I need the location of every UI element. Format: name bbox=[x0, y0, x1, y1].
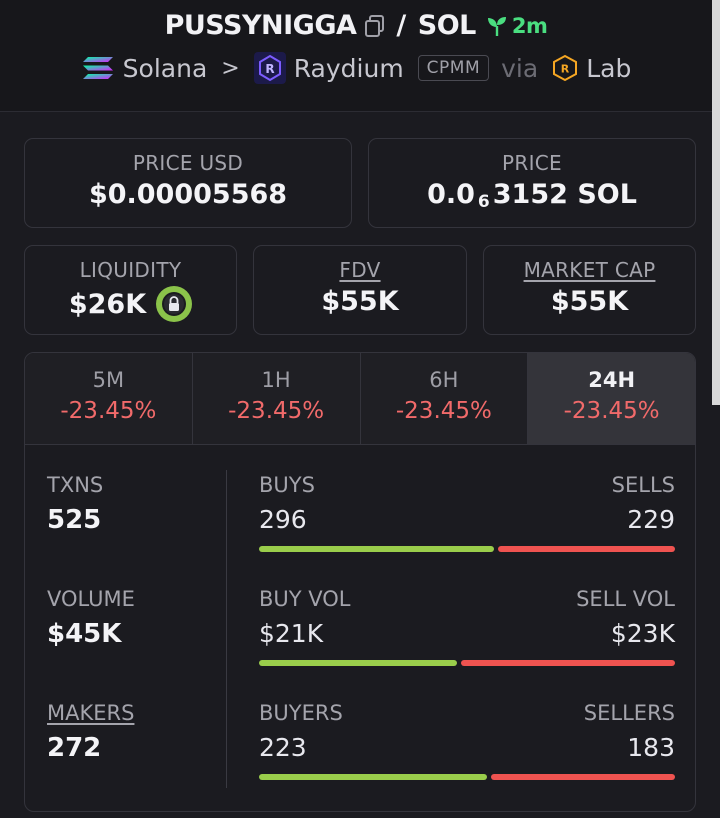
sell-vol-value: $23K bbox=[610, 619, 675, 648]
sell-bar bbox=[497, 546, 675, 552]
buys-sells-ratio-bar bbox=[259, 546, 675, 552]
pair-header: PUSSYNIGGA / SOL 2m Solana > R Raydium C… bbox=[0, 0, 712, 112]
liquidity-value: $26K bbox=[68, 288, 147, 320]
volume-ratio-bar bbox=[259, 660, 675, 666]
stats-panel: 5M -23.45% 1H -23.45% 6H -23.45% 24H -23… bbox=[24, 352, 696, 812]
summary-column: TXNS 525 VOLUME $45K MAKERS 272 bbox=[47, 473, 227, 811]
sell-bar bbox=[491, 774, 675, 780]
buys-label: BUYS bbox=[259, 473, 315, 497]
sellers-label: SELLERS bbox=[583, 701, 675, 725]
fdv-card: FDV $55K bbox=[253, 245, 467, 335]
tab-label: 5M bbox=[92, 368, 125, 392]
svg-text:R: R bbox=[561, 63, 570, 76]
pair-age: 2m bbox=[486, 14, 548, 38]
pair-route: Solana > R Raydium CPMM via R Lab bbox=[0, 52, 712, 84]
tab-change: -23.45% bbox=[228, 398, 325, 424]
pool-type-badge: CPMM bbox=[417, 55, 490, 81]
fdv-label[interactable]: FDV bbox=[339, 258, 381, 282]
price-zero-count: 6 bbox=[477, 191, 490, 212]
buy-bar bbox=[259, 546, 494, 552]
volume-label: VOLUME bbox=[47, 587, 135, 611]
sprout-icon bbox=[487, 16, 506, 36]
tab-change: -23.45% bbox=[60, 398, 157, 424]
buyers-value: 223 bbox=[259, 733, 307, 762]
raydium-logo-icon: R bbox=[253, 52, 286, 84]
buy-vol-label: BUY VOL bbox=[259, 587, 351, 611]
sells-label: SELLS bbox=[611, 473, 675, 497]
market-cap-value: $55K bbox=[550, 286, 629, 317]
tab-change: -23.45% bbox=[395, 398, 492, 424]
makers-stat: MAKERS 272 bbox=[47, 701, 227, 811]
pair-separator: / bbox=[396, 10, 406, 41]
lab-logo-icon: R bbox=[552, 54, 578, 82]
timeframe-tabs: 5M -23.45% 1H -23.45% 6H -23.45% 24H -23… bbox=[25, 353, 695, 445]
price-native-card: PRICE 0.0 6 3152 SOL bbox=[368, 138, 696, 228]
svg-text:R: R bbox=[265, 62, 274, 76]
tab-label: 6H bbox=[429, 368, 459, 392]
price-prefix: 0.0 bbox=[427, 179, 475, 210]
market-cap-card: MARKET CAP $55K bbox=[483, 245, 696, 335]
buyers-sellers-row: BUYERS SELLERS 223 183 bbox=[259, 701, 675, 811]
price-usd-card: PRICE USD $0.00005568 bbox=[24, 138, 352, 228]
quote-symbol: SOL bbox=[417, 10, 477, 41]
txns-label: TXNS bbox=[47, 473, 104, 497]
price-unit: SOL bbox=[577, 179, 637, 210]
tab-6h[interactable]: 6H -23.45% bbox=[361, 353, 529, 444]
makers-value: 272 bbox=[47, 733, 102, 763]
price-native-label: PRICE bbox=[502, 151, 562, 175]
buys-value: 296 bbox=[259, 505, 307, 534]
volume-split-row: BUY VOL SELL VOL $21K $23K bbox=[259, 587, 675, 701]
buy-bar bbox=[259, 774, 488, 780]
volume-value: $45K bbox=[47, 619, 122, 649]
solana-logo-icon bbox=[81, 55, 115, 81]
via-label: via bbox=[501, 53, 539, 83]
copy-icon[interactable] bbox=[364, 14, 386, 38]
tab-label: 1H bbox=[261, 368, 291, 392]
sell-bar bbox=[461, 660, 675, 666]
sell-vol-label: SELL VOL bbox=[576, 587, 675, 611]
chain-link[interactable]: Solana bbox=[122, 53, 208, 83]
fdv-value: $55K bbox=[321, 286, 399, 317]
pair-title: PUSSYNIGGA / SOL 2m bbox=[0, 10, 712, 41]
liquidity-card: LIQUIDITY $26K bbox=[24, 245, 237, 335]
tab-change: -23.45% bbox=[563, 398, 660, 424]
price-usd-value: $0.00005568 bbox=[88, 179, 288, 210]
price-digits: 3152 bbox=[492, 179, 568, 210]
sells-value: 229 bbox=[627, 505, 675, 534]
tab-label: 24H bbox=[588, 368, 636, 392]
market-cap-label[interactable]: MARKET CAP bbox=[523, 258, 656, 282]
buyers-ratio-bar bbox=[259, 774, 675, 780]
buy-bar bbox=[259, 660, 458, 666]
txns-value: 525 bbox=[47, 505, 102, 535]
tab-1h[interactable]: 1H -23.45% bbox=[193, 353, 361, 444]
buyers-label: BUYERS bbox=[259, 701, 343, 725]
txns-stat: TXNS 525 bbox=[47, 473, 227, 587]
sellers-value: 183 bbox=[627, 733, 675, 762]
buy-vol-value: $21K bbox=[259, 619, 324, 648]
makers-label[interactable]: MAKERS bbox=[47, 701, 135, 725]
price-native-value: 0.0 6 3152 SOL bbox=[369, 179, 695, 212]
tab-5m[interactable]: 5M -23.45% bbox=[25, 353, 193, 444]
price-usd-label: PRICE USD bbox=[132, 151, 244, 175]
column-divider bbox=[226, 470, 227, 788]
token-symbol: PUSSYNIGGA bbox=[164, 10, 357, 41]
tab-24h[interactable]: 24H -23.45% bbox=[528, 353, 695, 444]
buys-sells-row: BUYS SELLS 296 229 bbox=[259, 473, 675, 587]
age-value: 2m bbox=[511, 13, 548, 38]
lock-icon[interactable] bbox=[156, 286, 193, 322]
breakdown-column: BUYS SELLS 296 229 BUY VOL SELL VOL $21K $23… bbox=[259, 473, 675, 811]
liquidity-label: LIQUIDITY bbox=[79, 258, 182, 282]
liquidity-value-row: $26K bbox=[25, 286, 236, 322]
chevron-right-icon: > bbox=[221, 55, 240, 81]
dex-link[interactable]: Raydium bbox=[293, 53, 404, 83]
scrollbar[interactable] bbox=[712, 0, 720, 405]
launchpad-link[interactable]: Lab bbox=[586, 53, 632, 83]
volume-stat: VOLUME $45K bbox=[47, 587, 227, 701]
